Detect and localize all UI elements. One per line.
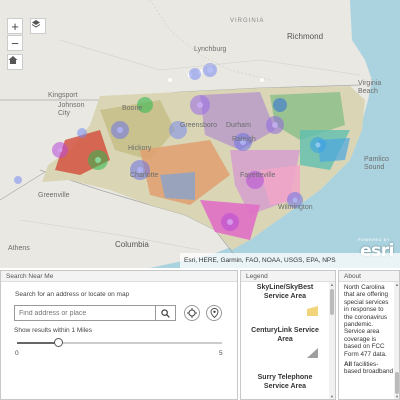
map-label-charlotte: Charlotte bbox=[130, 172, 159, 179]
crosshair-icon bbox=[187, 308, 197, 318]
legend-swatch-centurylink bbox=[307, 348, 318, 358]
map-label-boone: Boone bbox=[122, 105, 143, 112]
home-icon bbox=[8, 56, 18, 64]
map-view[interactable]: VIRGINIA Richmond Lynchburg Kingsport Jo… bbox=[0, 0, 400, 268]
map-label-hickory: Hickory bbox=[128, 145, 152, 152]
legend-swatch-skyline bbox=[307, 306, 318, 316]
map-label-virginia-beach: Virginia Beach bbox=[358, 80, 382, 95]
radius-label: Show results within 1 Miles bbox=[14, 327, 93, 334]
about-text: North Carolina that are offering special… bbox=[344, 284, 394, 379]
plus-icon: + bbox=[11, 18, 19, 34]
legend-scrollbar[interactable]: ▲ ▼ bbox=[329, 282, 335, 399]
search-hint: Search for an address or locate on map bbox=[15, 291, 130, 298]
about-panel: About North Carolina that are offering s… bbox=[338, 270, 400, 400]
map-label-kingsport: Kingsport bbox=[48, 92, 78, 99]
map-label-pamlico-sound: Pamlico Sound bbox=[364, 156, 389, 171]
legend-item-label: CenturyLink Service Area bbox=[251, 327, 319, 343]
legend-item-label: Surry Telephone Service Area bbox=[257, 374, 313, 390]
about-bold: All bbox=[344, 361, 353, 369]
search-near-me-panel: Search Near Me Search for an address or … bbox=[0, 270, 238, 400]
scroll-up-icon[interactable]: ▲ bbox=[330, 282, 334, 287]
map-label-durham: Durham bbox=[226, 122, 251, 129]
map-attribution: Esri, HERE, Garmin, FAO, NOAA, USGS, EPA… bbox=[180, 253, 400, 268]
map-label-johnson-city: Johnson City bbox=[58, 102, 85, 117]
map-pin-icon bbox=[210, 308, 218, 318]
minus-icon: − bbox=[11, 35, 19, 51]
map-label-virginia: VIRGINIA bbox=[230, 18, 265, 24]
map-label-columbia: Columbia bbox=[115, 240, 149, 249]
scroll-down-icon[interactable]: ▼ bbox=[395, 394, 399, 399]
legend-title: Legend bbox=[241, 271, 335, 282]
layers-button[interactable] bbox=[30, 18, 46, 34]
slider-fill bbox=[17, 342, 58, 344]
search-icon bbox=[161, 308, 170, 318]
map-label-richmond: Richmond bbox=[287, 32, 324, 41]
map-label-fayetteville: Fayetteville bbox=[240, 172, 276, 179]
slider-max-label: 5 bbox=[219, 350, 223, 357]
select-on-map-button[interactable] bbox=[206, 305, 222, 321]
search-panel-title: Search Near Me bbox=[1, 271, 237, 282]
about-paragraph: North Carolina that are offering special… bbox=[344, 284, 389, 358]
radius-slider[interactable] bbox=[17, 338, 222, 348]
slider-min-label: 0 bbox=[15, 350, 19, 357]
scroll-up-icon[interactable]: ▲ bbox=[395, 282, 399, 287]
about-scrollbar[interactable]: ▲ ▼ bbox=[394, 282, 399, 399]
map-label-wilmington: Wilmington bbox=[278, 204, 313, 211]
facility-glow bbox=[14, 63, 326, 231]
map-label-raleigh: Raleigh bbox=[232, 136, 256, 143]
layers-icon bbox=[31, 20, 41, 28]
slider-track bbox=[17, 342, 222, 344]
scroll-down-icon[interactable]: ▼ bbox=[330, 394, 334, 399]
basemap bbox=[0, 0, 400, 268]
home-button[interactable] bbox=[7, 54, 23, 70]
search-button[interactable] bbox=[154, 306, 175, 320]
about-title: About bbox=[339, 271, 399, 282]
locate-button[interactable] bbox=[184, 305, 200, 321]
about-paragraph-2: All facilities-based broadband bbox=[344, 361, 394, 376]
map-label-greenville: Greenville bbox=[38, 192, 70, 199]
legend-item-label: SkyLine/SkyBest Service Area bbox=[256, 284, 314, 300]
map-label-greensboro: Greensboro bbox=[180, 122, 217, 129]
zoom-out-button[interactable]: − bbox=[7, 35, 23, 51]
zoom-in-button[interactable]: + bbox=[7, 18, 23, 34]
slider-thumb[interactable] bbox=[54, 338, 63, 347]
scroll-thumb[interactable] bbox=[330, 289, 334, 315]
search-box bbox=[14, 305, 176, 321]
legend-list: SkyLine/SkyBest Service Area CenturyLink… bbox=[241, 282, 329, 399]
scroll-thumb[interactable] bbox=[395, 372, 399, 394]
search-input[interactable] bbox=[15, 306, 155, 320]
map-label-athens: Athens bbox=[8, 245, 30, 252]
powered-by-label: POWERED BY bbox=[357, 237, 390, 242]
map-label-lynchburg: Lynchburg bbox=[194, 46, 227, 53]
about-rest: facilities-based broadband bbox=[344, 361, 394, 376]
legend-panel: Legend SkyLine/SkyBest Service Area Cent… bbox=[240, 270, 336, 400]
